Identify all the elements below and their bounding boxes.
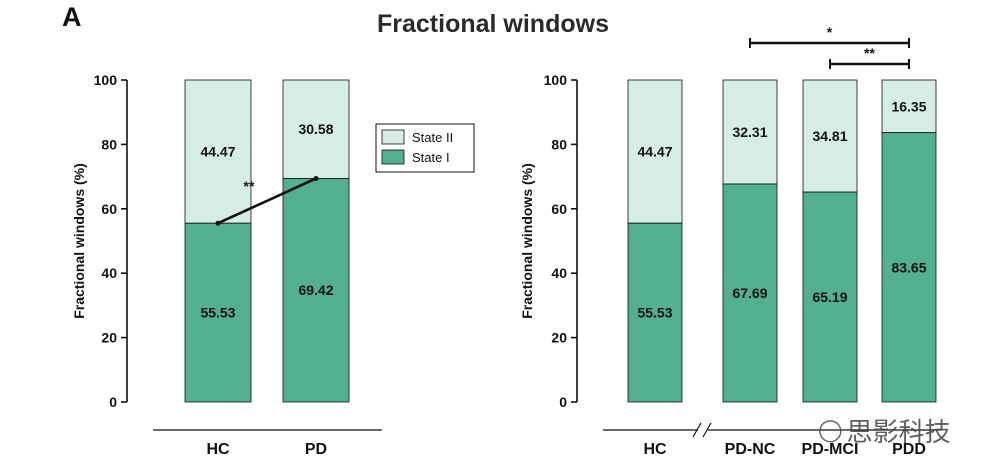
chart2-x-tick-label: PD-MCI xyxy=(802,441,859,458)
chart2-x-tick-label: PD-NC xyxy=(725,441,776,458)
chart2-axis-break xyxy=(702,422,712,438)
chart2-bar-state-i xyxy=(627,222,683,403)
legend-label-0: State II xyxy=(412,130,453,145)
chart1-y-tick-label: 0 xyxy=(109,394,117,410)
chart1-significance-label: ** xyxy=(244,178,255,194)
chart2-data-label-state-ii: 32.31 xyxy=(732,124,767,140)
legend-label-1: State I xyxy=(412,150,450,165)
chart2-y-tick-label: 60 xyxy=(551,201,567,217)
chart1-data-label-state-i: 69.42 xyxy=(298,282,333,298)
chart1-data-label-state-ii: 30.58 xyxy=(298,121,333,137)
figure-title: Fractional windows xyxy=(377,10,609,38)
chart2-axis-break xyxy=(692,422,702,438)
chart2-bar-state-i xyxy=(722,183,778,403)
chart2-significance-label: ** xyxy=(864,45,875,61)
chart2-data-label-state-ii: 44.47 xyxy=(637,144,672,160)
chart2-y-tick-label: 20 xyxy=(551,330,567,346)
chart2-bar-state-ii xyxy=(722,79,778,185)
chart2-data-label-state-i: 65.19 xyxy=(812,289,847,305)
watermark: ◯ 思影科技 xyxy=(818,412,951,449)
chart1-y-tick-label: 80 xyxy=(101,136,117,152)
chart2-data-label-state-ii: 16.35 xyxy=(891,98,926,114)
chart2-significance-label: * xyxy=(827,24,833,40)
chart1-bar-state-ii xyxy=(282,79,350,179)
chart2-y-tick-label: 40 xyxy=(551,265,567,281)
chart1-connector-point xyxy=(215,220,221,226)
chart1-y-tick-label: 20 xyxy=(101,330,117,346)
chart1-y-tick-label: 60 xyxy=(101,201,117,217)
chart1-y-tick-label: 40 xyxy=(101,265,117,281)
chart2-data-label-state-i: 83.65 xyxy=(891,259,926,275)
chart1-x-tick-label: PD xyxy=(305,441,327,458)
panel-label: A xyxy=(62,2,82,32)
chart2-bar-state-ii xyxy=(881,79,937,134)
chart2-x-tick-label: PDD xyxy=(892,441,926,458)
chart1-bar-state-i xyxy=(184,222,252,403)
chart2-data-label-state-ii: 34.81 xyxy=(812,128,847,144)
watermark-text: 思影科技 xyxy=(846,418,951,448)
chart2-y-tick-label: 0 xyxy=(559,394,567,410)
chart1-y-axis-label: Fractional windows (%) xyxy=(71,163,87,319)
chart1-connector-point xyxy=(313,175,319,181)
chart2-x-tick-label: HC xyxy=(643,441,667,458)
wechat-bubble-icon: ◯ xyxy=(818,418,843,443)
chart2-data-label-state-i: 55.53 xyxy=(637,305,672,321)
chart1-y-tick-label: 100 xyxy=(94,72,118,88)
chart2-y-tick-label: 80 xyxy=(551,136,567,152)
chart1-connector-line xyxy=(217,177,317,225)
chart1-x-tick-label: HC xyxy=(206,441,230,458)
chart1-bar-state-i xyxy=(282,178,350,403)
chart2-bar-state-i xyxy=(881,132,937,403)
chart1-bar-state-ii xyxy=(184,79,252,224)
chart2-data-label-state-i: 67.69 xyxy=(732,285,767,301)
chart2-bar-state-ii xyxy=(627,79,683,224)
chart2-bar-state-ii xyxy=(802,79,858,193)
chart2-y-tick-label: 100 xyxy=(544,72,568,88)
chart2-y-axis-label: Fractional windows (%) xyxy=(519,163,535,319)
legend-swatch-0 xyxy=(381,129,405,145)
legend-swatch-1 xyxy=(381,149,405,165)
chart1-data-label-state-i: 55.53 xyxy=(200,305,235,321)
chart2-bar-state-i xyxy=(802,191,858,403)
chart1-data-label-state-ii: 44.47 xyxy=(200,144,235,160)
